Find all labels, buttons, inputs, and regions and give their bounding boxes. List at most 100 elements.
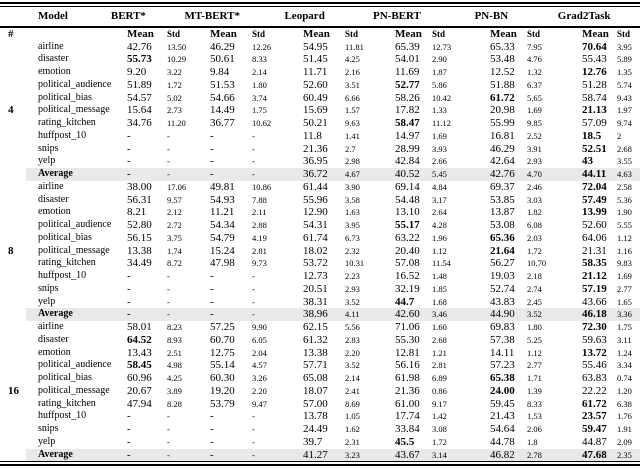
mean-value: 41.27 [303,448,346,462]
std-value: 8.28 [167,398,182,409]
mean-value: 53.48 [490,53,515,66]
mean-value: 58.74 [582,91,607,104]
results-table: Model BERT* MT-BERT* Leopard PN-BERT PN-… [0,6,640,463]
mean-value: 20.40 [395,244,420,257]
shots-count: 8 [0,180,26,321]
std-value: 2.58 [617,181,632,192]
mean-value: 13.87 [490,206,515,219]
table-row: yelp - - - - 39.7 2.31 45.5 1.72 44.78 1.8 44.87 2.0… [0,436,640,449]
std-value: 1.8 [527,436,538,447]
mean-value: 18.5 [582,129,602,142]
task-label: rating_kitchen [38,397,96,409]
std-value: 2.83 [345,334,360,345]
mean-value: - [210,282,214,295]
mean-value: 54.31 [303,219,328,231]
header-model-spacer [26,27,127,41]
std-value: 6.05 [252,334,267,345]
std-value: 1.48 [432,271,447,281]
std-value: 1.33 [432,105,447,116]
mean-value: 71.06 [395,321,420,333]
mean-value: 57.23 [490,359,515,372]
std-value: 11.12 [432,118,451,128]
task-label: disaster [38,333,69,345]
mean-value: 13.43 [127,346,152,359]
std-value: 1.53 [527,411,542,422]
table-row: political_bias 56.15 3.75 54.79 4.19 61.74 6.7… [0,232,640,245]
mean-value: 55.46 [582,359,607,372]
task-label: emotion [38,206,71,218]
header-shots-spacer [0,6,26,28]
mean-value: - [210,155,214,168]
std-value: 1.96 [432,232,447,243]
mean-value: 54.64 [490,423,515,435]
std-value: 5.86 [432,79,447,90]
mean-value: 15.64 [127,104,152,117]
mean-value: 72.30 [582,321,607,333]
table-row: political_message 20.67 3.89 19.20 2.20 18.07… [0,385,640,398]
column-header-shots: # [8,28,14,40]
std-value: 2.88 [252,220,267,230]
mean-header: Mean [303,28,330,40]
std-value: 2.23 [345,271,360,281]
mean-value: 58.35 [582,257,607,270]
mean-header: Mean [582,28,609,40]
mean-value: 58.47 [395,117,420,129]
std-value: 3.52 [345,296,360,307]
std-value: 2.52 [527,130,542,141]
mean-value: 61.98 [395,372,420,384]
mean-value: 36.72 [303,168,346,181]
mean-value: 12.73 [303,270,328,282]
std-value: 3.34 [617,360,632,371]
mean-value: 57.08 [395,257,420,270]
mean-value: 59.63 [582,333,607,346]
task-label: yelp [38,435,56,447]
mean-value: 57.38 [490,333,515,346]
std-value: 4.63 [617,168,640,181]
std-value: 6.37 [527,79,542,90]
mean-value: 65.39 [395,40,420,53]
std-value: 1.85 [432,283,447,294]
std-value: 2.31 [345,436,360,447]
mean-value: 33.84 [395,423,420,435]
task-label: snips [38,423,59,434]
std-value: - [167,130,170,141]
std-header: Std [432,29,446,39]
std-value: 2.78 [527,448,583,462]
mean-value: - [127,410,131,423]
std-value: 7.88 [252,194,267,205]
std-value: 2.16 [345,67,360,77]
std-value: 4.67 [345,168,396,181]
std-value: 1.35 [617,67,632,77]
mean-value: 59.47 [582,423,607,435]
std-value: 4.76 [527,54,542,65]
mean-value: 20.67 [127,384,152,397]
table-row: 4 airline 42.76 13.50 46.29 12.26 54.95 11.81 65… [0,40,640,181]
std-value: - [252,168,304,181]
std-value: 4.11 [345,308,396,321]
std-value: 1.97 [617,105,632,116]
std-value: 6.66 [345,92,360,103]
table-row: emotion 9.20 3.22 9.84 2.14 11.71 2.16 11.69 1.8… [0,66,640,79]
mean-value: 44.11 [582,168,618,181]
task-label: airline [38,321,64,332]
table-row: yelp - - - - 36.95 2.98 42.84 2.66 42.64 2.93 43 3.5… [0,155,640,168]
mean-value: - [127,448,167,462]
std-value: 3.75 [167,232,182,243]
results-tbody: 4 airline 42.76 13.50 46.29 12.26 54.95 11.81 65… [0,40,640,462]
mean-value: - [127,423,131,435]
std-value: 3.93 [432,143,447,154]
table-row: political_bias 54.57 5.02 54.66 3.74 60.49 6.6… [0,92,640,105]
group-label: BERT* [110,10,146,23]
std-value: 3.08 [432,424,447,434]
mean-value: 53.08 [490,219,515,231]
std-value: 2.68 [617,143,632,154]
std-value: 2.09 [617,436,632,447]
mean-value: 55.14 [210,359,235,372]
mean-value: - [210,308,253,321]
mean-value: 13.78 [303,410,328,423]
mean-header: Mean [395,28,422,40]
mean-value: 58.26 [395,91,420,104]
mean-value: 52.60 [582,219,607,231]
mean-value: 46.82 [490,448,528,462]
mean-value: 43.67 [395,448,433,462]
